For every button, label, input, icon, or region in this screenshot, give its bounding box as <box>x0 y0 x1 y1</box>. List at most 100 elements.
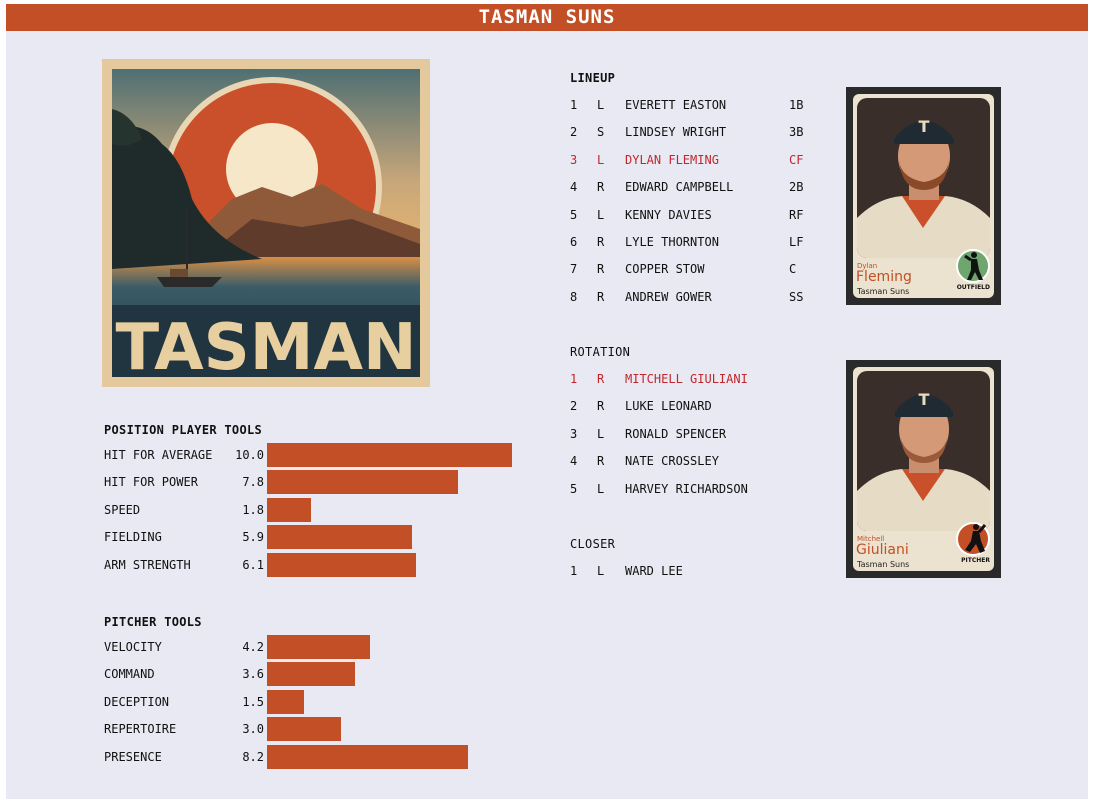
position: 3B <box>789 125 804 140</box>
player-name: ANDREW GOWER <box>625 289 712 304</box>
tool-bar <box>267 470 459 495</box>
slot-number: 8 <box>570 289 578 304</box>
player-name: WARD LEE <box>625 564 683 578</box>
slot-number: 2 <box>570 399 578 414</box>
handedness: L <box>597 98 605 112</box>
tool-value: 3.6 <box>242 667 264 682</box>
rotation-title: ROTATION <box>570 345 631 359</box>
card-role: PITCHER <box>961 557 990 564</box>
card-first-name: Dylan <box>857 262 878 270</box>
closer-title: CLOSER <box>570 537 616 551</box>
player-name: KENNY DAVIES <box>625 207 712 222</box>
tool-name: HIT FOR AVERAGE <box>104 448 213 462</box>
cap-letter: T <box>919 117 930 136</box>
tool-value: 10.0 <box>235 448 264 462</box>
handedness: L <box>597 481 605 496</box>
cap-letter: T <box>919 390 930 409</box>
handedness: R <box>597 235 605 249</box>
tool-value: 8.2 <box>242 749 264 764</box>
player-photo: T <box>857 98 990 258</box>
tool-bar <box>267 497 312 522</box>
handedness: L <box>597 426 605 441</box>
tool-value: 5.9 <box>242 530 264 545</box>
tool-value: 7.8 <box>242 475 264 490</box>
player-photo: T <box>857 371 990 531</box>
tool-bar <box>267 744 468 769</box>
player-name: HARVEY RICHARDSON <box>625 481 748 496</box>
position: RF <box>789 207 804 222</box>
player-name: MITCHELL GIULIANI <box>625 372 748 386</box>
card-last-name: Fleming <box>856 269 912 285</box>
tool-value: 6.1 <box>242 557 264 572</box>
slot-number: 1 <box>570 98 578 112</box>
slot-number: 5 <box>570 481 578 496</box>
player-name: LINDSEY WRIGHT <box>625 125 727 140</box>
pitcher-icon <box>956 522 990 556</box>
slot-number: 4 <box>570 180 578 195</box>
tool-bar <box>267 525 412 550</box>
card-face: T Dylan Fleming Tasman Suns OUTFIELD <box>853 94 994 298</box>
position-tools-title: POSITION PLAYER TOOLS <box>104 423 263 437</box>
slot-number: 1 <box>570 372 578 386</box>
tool-name: COMMAND <box>104 667 155 682</box>
team-title: TASMAN SUNS <box>478 6 616 28</box>
player-name: DYLAN FLEMING <box>625 152 719 167</box>
slot-number: 3 <box>570 152 578 167</box>
card-team-name: Tasman Suns <box>857 287 910 296</box>
card-role: OUTFIELD <box>956 284 990 291</box>
handedness: R <box>597 262 605 277</box>
position: 1B <box>789 98 804 112</box>
player-name: EDWARD CAMPBELL <box>625 180 734 195</box>
position: 2B <box>789 180 804 195</box>
handedness: L <box>597 564 605 578</box>
slot-number: 4 <box>570 454 578 469</box>
card-face: T Mitchell Giuliani Tasman Suns PITCHER <box>853 367 994 571</box>
tool-name: ARM STRENGTH <box>104 557 191 572</box>
tool-value: 1.8 <box>242 502 264 517</box>
poster-text: TASMAN <box>115 311 416 377</box>
card-team-name: Tasman Suns <box>857 560 910 569</box>
team-title-bar: TASMAN SUNS <box>6 4 1088 31</box>
handedness: R <box>597 289 605 304</box>
handedness: R <box>597 180 605 195</box>
slot-number: 6 <box>570 235 578 249</box>
tool-name: REPERTOIRE <box>104 722 177 737</box>
position: C <box>789 262 797 277</box>
card-last-name: Giuliani <box>856 542 909 558</box>
player-name: LUKE LEONARD <box>625 399 712 414</box>
player-name: LYLE THORNTON <box>625 235 719 249</box>
tool-value: 1.5 <box>242 694 264 709</box>
handedness: S <box>597 125 605 140</box>
player-card-giuliani[interactable]: T Mitchell Giuliani Tasman Suns PITCHER <box>846 360 1001 578</box>
tool-name: DECEPTION <box>104 694 170 709</box>
outfielder-icon <box>956 249 990 283</box>
tool-value: 4.2 <box>242 640 264 654</box>
slot-number: 3 <box>570 426 578 441</box>
tool-bar <box>267 689 304 714</box>
player-name: RONALD SPENCER <box>625 426 727 441</box>
slot-number: 2 <box>570 125 578 140</box>
pitcher-tools-title: PITCHER TOOLS <box>104 615 202 629</box>
tool-name: VELOCITY <box>104 640 162 654</box>
tool-name: FIELDING <box>104 530 162 545</box>
tool-bar <box>267 717 341 742</box>
position: SS <box>789 289 804 304</box>
position: CF <box>789 152 804 167</box>
handedness: R <box>597 372 605 386</box>
team-poster: TASMAN <box>102 59 430 387</box>
player-name: COPPER STOW <box>625 262 705 277</box>
lineup-title: LINEUP <box>570 71 616 85</box>
tool-name: PRESENCE <box>104 749 162 764</box>
handedness: L <box>597 152 605 167</box>
tool-bar <box>267 635 370 659</box>
handedness: R <box>597 399 605 414</box>
tool-bar <box>267 443 512 467</box>
slot-number: 7 <box>570 262 578 277</box>
player-card-fleming[interactable]: T Dylan Fleming Tasman Suns OUTFIELD <box>846 87 1001 305</box>
handedness: R <box>597 454 605 469</box>
slot-number: 1 <box>570 564 578 578</box>
tool-name: SPEED <box>104 502 141 517</box>
player-name: NATE CROSSLEY <box>625 454 719 469</box>
tool-value: 3.0 <box>242 722 264 737</box>
position: LF <box>789 235 804 249</box>
